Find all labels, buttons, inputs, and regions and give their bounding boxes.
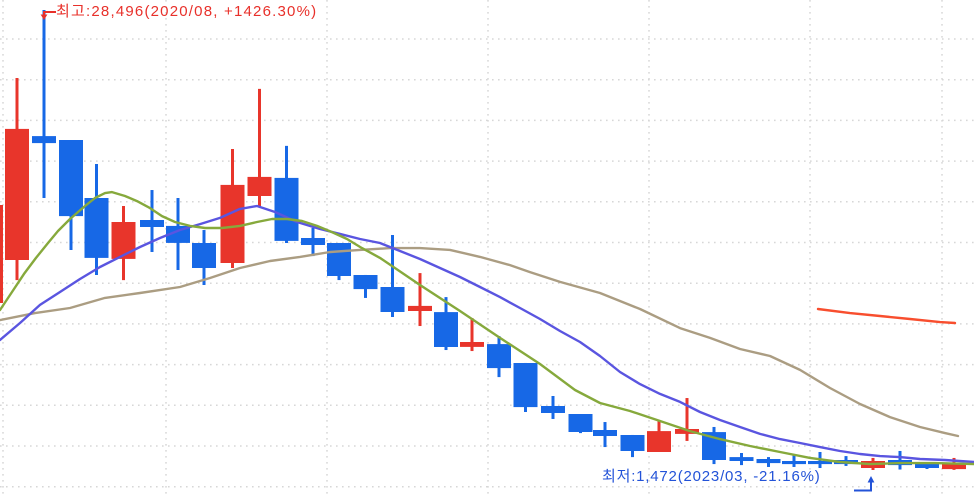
low-price-label: 최저:1,472(2023/03, -21.16%) (602, 468, 821, 485)
ma-line-green (0, 190, 974, 466)
ma-line-red (816, 307, 957, 325)
candle-body-bearish[interactable] (593, 430, 617, 436)
candle-body-bearish[interactable] (166, 225, 190, 243)
candle-body-bullish[interactable] (942, 463, 966, 470)
candle-body-bullish[interactable] (0, 205, 3, 303)
candle-body-bearish[interactable] (140, 220, 164, 227)
candle-body-bearish[interactable] (513, 363, 538, 408)
candle-body-bearish[interactable] (32, 136, 56, 144)
candle-body-bearish[interactable] (59, 140, 83, 217)
candle-body-bearish[interactable] (301, 238, 325, 245)
candle-body-bullish[interactable] (675, 429, 699, 434)
candle-body-bullish[interactable] (408, 305, 432, 311)
candle-body-bearish[interactable] (84, 198, 109, 258)
low-marker-arrow (854, 482, 872, 492)
candle-body-bearish[interactable] (729, 457, 754, 461)
high-marker-arrow (43, 11, 56, 15)
candle-body-bearish[interactable] (620, 435, 645, 451)
candle-body-bearish[interactable] (487, 344, 511, 369)
high-marker-arrow-head (40, 14, 48, 20)
candle-body-bearish[interactable] (568, 414, 593, 432)
low-marker-arrow-head (867, 476, 875, 483)
candle-body-bearish[interactable] (782, 461, 806, 465)
candle-body-bullish[interactable] (111, 222, 136, 259)
candle-body-bullish[interactable] (5, 128, 29, 260)
candle-body-bearish[interactable] (541, 406, 565, 413)
candle-body-bearish[interactable] (808, 461, 832, 465)
candle-body-bearish[interactable] (915, 462, 939, 468)
ma-line-blue (0, 204, 974, 464)
candle-body-bullish[interactable] (647, 431, 671, 452)
candle-body-bearish[interactable] (327, 243, 351, 276)
candle-body-bearish[interactable] (192, 243, 216, 268)
candle-body-bullish[interactable] (460, 342, 484, 347)
candle-body-bearish[interactable] (274, 177, 299, 241)
candle-body-bullish[interactable] (247, 176, 272, 196)
ma-line-brown (0, 246, 960, 438)
candle-body-bearish[interactable] (434, 312, 458, 347)
candle-body-bearish[interactable] (756, 459, 781, 464)
candle-body-bearish[interactable] (353, 275, 378, 290)
candle-body-bullish[interactable] (220, 184, 245, 263)
candle-body-bearish[interactable] (380, 287, 405, 312)
high-price-label: 최고:28,496(2020/08, +1426.30%) (56, 3, 318, 20)
